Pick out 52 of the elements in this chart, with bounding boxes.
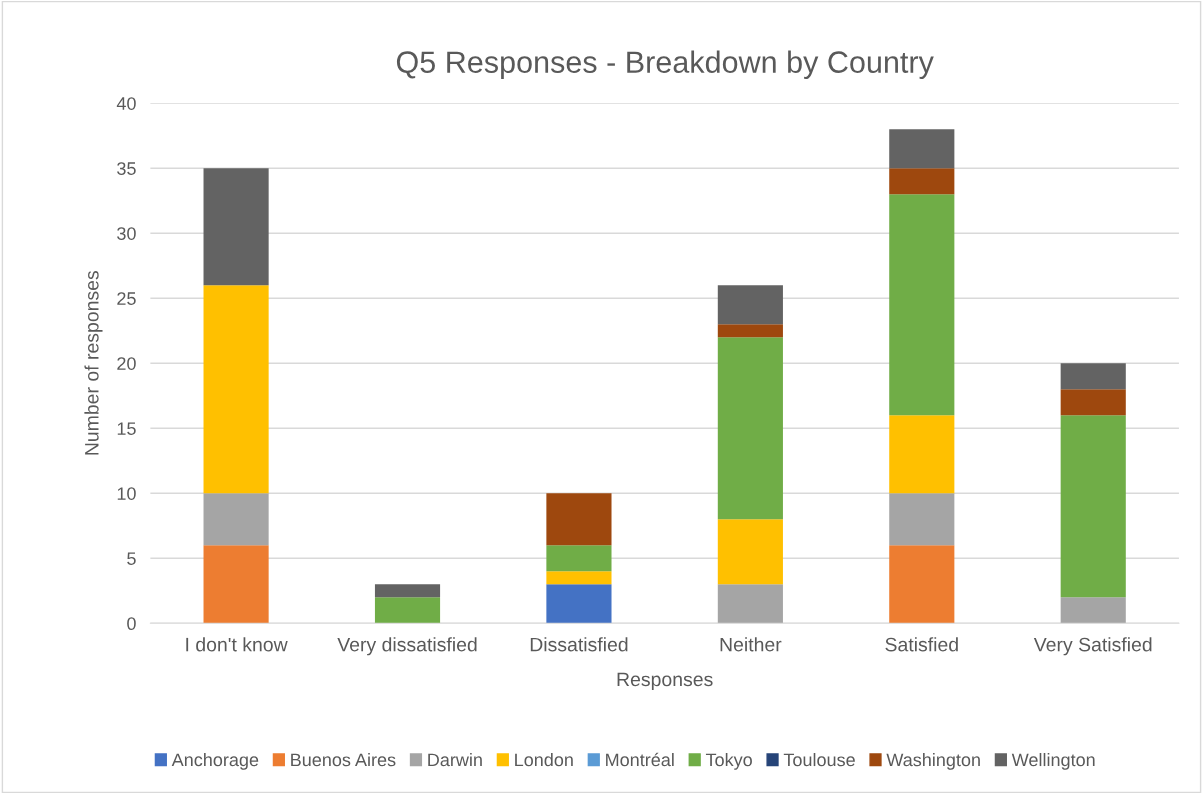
bar: [717, 584, 783, 624]
bar: [889, 493, 955, 546]
bar: [889, 129, 955, 169]
legend-label: Toulouse: [783, 752, 855, 767]
bar: [203, 493, 269, 546]
legend-label: Washington: [886, 752, 980, 770]
legend-label: Wellington: [1011, 752, 1095, 770]
bar: [374, 584, 441, 598]
x-tick-label: I don't know: [186, 637, 288, 652]
bar: [889, 415, 955, 494]
y-axis-title: Number of responses: [84, 271, 103, 455]
x-tick-label: Very Satisfied: [1033, 637, 1152, 656]
bar: [546, 493, 612, 546]
x-tick-label: Dissatisfied: [530, 637, 628, 652]
legend-label: Montréal: [606, 752, 674, 767]
y-tick-label: 0: [127, 617, 136, 631]
legend-label: Darwin: [428, 752, 482, 767]
legend-label: Buenos Aires: [291, 752, 396, 767]
bar: [717, 337, 783, 520]
y-tick-label: 40: [116, 97, 136, 110]
bar: [717, 324, 783, 338]
y-tick-label: 5: [127, 552, 136, 565]
bar: [889, 545, 955, 624]
x-tick-label: Very dissatisfied: [337, 637, 477, 656]
x-tick-label: Satisfied: [885, 637, 958, 652]
y-tick-label: 10: [117, 487, 136, 500]
x-tick-label: Neither: [720, 637, 782, 652]
x-axis-title: Responses: [617, 672, 713, 691]
bar: [546, 584, 612, 624]
legend-label: Tokyo: [705, 752, 752, 770]
y-tick-label: 25: [117, 292, 136, 305]
bar: [546, 545, 612, 572]
bar: [717, 519, 783, 585]
bar: [374, 597, 441, 624]
bar: [203, 285, 269, 494]
bar: [889, 194, 955, 416]
y-tick-label: 30: [117, 227, 136, 240]
y-tick-label: 20: [117, 357, 136, 370]
bar: [203, 545, 269, 624]
bar: [717, 285, 783, 325]
legend-label: London: [515, 752, 573, 767]
bar: [1060, 389, 1126, 416]
y-tick-label: 35: [117, 162, 136, 175]
bar: [546, 571, 612, 585]
chart-title: Q5 Responses - Breakdown by Country: [396, 50, 934, 79]
bar: [1060, 597, 1126, 624]
y-tick-label: 15: [117, 422, 136, 435]
bar: [203, 168, 269, 286]
legend-label: Anchorage: [171, 752, 259, 770]
bar: [889, 168, 955, 195]
bar: [1060, 415, 1126, 598]
bar: [1060, 363, 1126, 390]
